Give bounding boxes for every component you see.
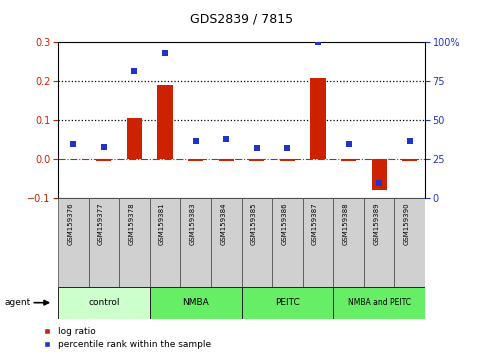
- FancyBboxPatch shape: [272, 198, 303, 287]
- Text: GSM159390: GSM159390: [404, 202, 410, 245]
- FancyBboxPatch shape: [395, 198, 425, 287]
- Text: GSM159378: GSM159378: [128, 202, 134, 245]
- Bar: [280, 159, 295, 161]
- Text: GSM159387: GSM159387: [312, 202, 318, 245]
- FancyBboxPatch shape: [58, 198, 88, 287]
- Text: GDS2839 / 7815: GDS2839 / 7815: [190, 12, 293, 25]
- FancyBboxPatch shape: [180, 198, 211, 287]
- Point: [314, 40, 322, 45]
- Point: [375, 180, 383, 185]
- Bar: [219, 159, 234, 161]
- Bar: [157, 85, 173, 159]
- FancyBboxPatch shape: [364, 198, 395, 287]
- Text: control: control: [88, 298, 120, 307]
- Text: NMBA: NMBA: [182, 298, 209, 307]
- Legend: log ratio, percentile rank within the sample: log ratio, percentile rank within the sa…: [43, 327, 211, 349]
- Text: GSM159383: GSM159383: [190, 202, 196, 245]
- Point: [253, 145, 261, 151]
- FancyBboxPatch shape: [242, 198, 272, 287]
- Text: GSM159389: GSM159389: [373, 202, 379, 245]
- Point: [100, 144, 108, 150]
- Text: GSM159388: GSM159388: [342, 202, 349, 245]
- Text: GSM159385: GSM159385: [251, 202, 257, 245]
- Text: GSM159376: GSM159376: [67, 202, 73, 245]
- FancyBboxPatch shape: [333, 287, 425, 319]
- Bar: [127, 118, 142, 159]
- Bar: [371, 159, 387, 190]
- FancyBboxPatch shape: [88, 198, 119, 287]
- FancyBboxPatch shape: [242, 287, 333, 319]
- Point: [284, 145, 291, 151]
- Bar: [402, 159, 417, 161]
- FancyBboxPatch shape: [150, 198, 180, 287]
- Point: [70, 141, 77, 147]
- Text: agent: agent: [5, 298, 31, 307]
- Text: GSM159381: GSM159381: [159, 202, 165, 245]
- Point: [222, 136, 230, 142]
- Bar: [188, 159, 203, 161]
- FancyBboxPatch shape: [58, 287, 150, 319]
- FancyBboxPatch shape: [211, 198, 242, 287]
- FancyBboxPatch shape: [333, 198, 364, 287]
- Bar: [341, 159, 356, 161]
- Bar: [311, 78, 326, 159]
- Bar: [249, 159, 265, 161]
- Point: [345, 141, 353, 147]
- Point: [130, 68, 138, 73]
- Text: NMBA and PEITC: NMBA and PEITC: [348, 298, 411, 307]
- Text: GSM159377: GSM159377: [98, 202, 104, 245]
- Point: [192, 138, 199, 143]
- Point: [406, 138, 413, 143]
- Text: GSM159384: GSM159384: [220, 202, 226, 245]
- FancyBboxPatch shape: [150, 287, 242, 319]
- Point: [161, 51, 169, 56]
- FancyBboxPatch shape: [119, 198, 150, 287]
- Text: GSM159386: GSM159386: [282, 202, 287, 245]
- FancyBboxPatch shape: [303, 198, 333, 287]
- Bar: [96, 159, 112, 161]
- Text: PEITC: PEITC: [275, 298, 300, 307]
